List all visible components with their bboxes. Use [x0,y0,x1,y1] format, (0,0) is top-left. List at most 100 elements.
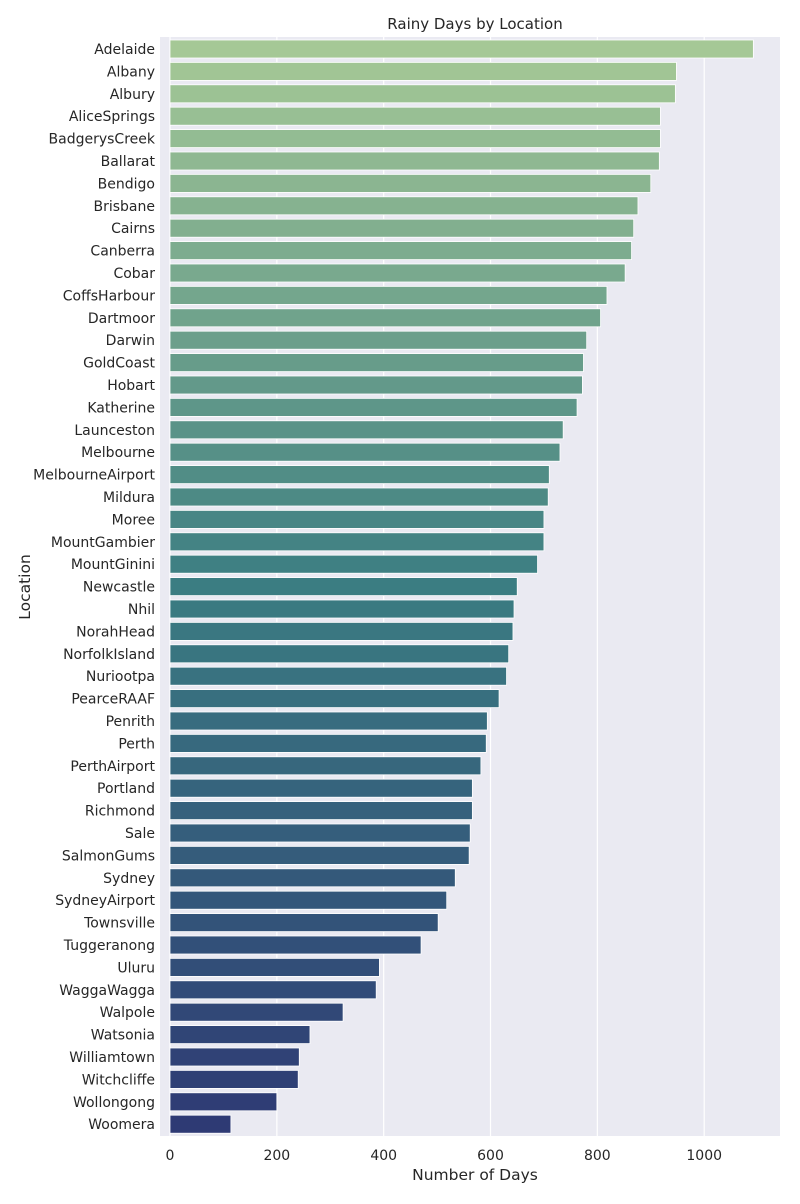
y-tick-label: Portland [97,781,155,797]
bar-sydneyairport [169,890,448,910]
y-tick-label: CoffsHarbour [63,288,155,304]
y-tick-label: Newcastle [83,580,155,596]
y-tick-label: PearceRAAF [71,692,155,708]
bar-adelaide [169,39,754,59]
bar-albany [169,62,677,81]
bar-melbourneairport [169,465,550,485]
y-tick-label: Ballarat [101,154,156,170]
y-tick-label: BadgerysCreek [49,132,156,148]
y-tick-label: Launceston [74,423,155,439]
bar-wollongong [169,1092,278,1112]
y-tick-label: Perth [118,736,155,752]
bar-witchcliffe [169,1070,299,1089]
x-tick-label: 400 [370,1148,397,1164]
bar-perth [169,734,487,753]
bar-woomera [169,1114,232,1134]
bar-walpole [169,1002,344,1022]
y-tick-label: Nuriootpa [86,669,155,685]
bar-sale [169,823,471,843]
x-tick-label: 600 [477,1148,504,1164]
bars [169,39,754,1134]
y-tick-label: Canberra [90,244,155,260]
y-tick-label: Melbourne [81,445,155,461]
y-tick-label: Darwin [106,333,155,349]
y-tick-label: MountGambier [51,535,155,551]
bar-pearceraaf [169,689,500,708]
y-tick-label: Nhil [128,602,155,618]
y-tick-label: Mildura [103,490,155,506]
chart-title: Rainy Days by Location [387,15,562,33]
y-tick-label: WaggaWagga [59,983,155,999]
bar-hobart [169,375,583,395]
bar-sydney [169,868,456,888]
y-tick-label: SydneyAirport [55,893,155,909]
y-tick-label: Hobart [107,378,155,394]
y-tick-label: Albany [107,64,155,80]
y-tick-label: Walpole [100,1005,155,1021]
y-tick-label: Bendigo [98,176,155,192]
bar-cairns [169,218,635,238]
bar-alicesprings [169,106,661,126]
bar-moree [169,509,545,529]
y-tick-label: Watsonia [91,1028,155,1044]
bar-newcastle [169,577,518,596]
y-tick-label: Katherine [87,400,155,416]
y-tick-label: NorahHead [76,624,155,640]
y-tick-label: Tuggeranong [63,938,155,954]
bar-darwin [169,330,588,350]
y-tick-label: Sydney [103,871,155,887]
bar-goldcoast [169,353,584,373]
bar-portland [169,778,473,798]
y-tick-label: Brisbane [94,199,156,215]
bar-ballarat [169,151,660,171]
x-tick-labels: 0 200 400 600 800 1000 [166,1148,722,1164]
bar-norfolkisland [169,644,510,664]
x-tick-label: 1000 [686,1148,722,1164]
x-tick-label: 200 [263,1148,290,1164]
bar-launceston [169,420,564,440]
bar-cobar [169,263,626,283]
bar-mildura [169,487,549,507]
y-tick-label: Williamtown [69,1050,155,1066]
bar-nhil [169,599,515,619]
bar-brisbane [169,196,639,216]
bar-nuriootpa [169,666,507,686]
y-tick-labels: Adelaide Albany Albury AliceSprings Badgerys… [33,42,156,1133]
y-tick-label: Richmond [85,804,155,820]
y-tick-label: Uluru [117,960,155,976]
bar-norahhead [169,622,514,641]
bar-dartmoor [169,308,601,328]
bar-watsonia [169,1025,311,1044]
bar-salmongums [169,846,470,865]
bar-penrith [169,711,488,731]
bar-williamtown [169,1047,300,1067]
bar-waggawagga [169,980,377,1000]
y-tick-label: Wollongong [73,1095,155,1111]
y-tick-label: SalmonGums [62,848,155,864]
bar-coffsharbour [169,285,608,305]
x-tick-label: 0 [166,1148,175,1164]
y-tick-label: Moree [112,512,155,528]
y-tick-label: Cobar [113,266,155,282]
y-tick-label: Townsville [83,916,155,932]
y-tick-label: MelbourneAirport [33,468,155,484]
bar-albury [169,84,676,104]
bar-melbourne [169,442,561,462]
bar-canberra [169,241,632,261]
y-tick-label: PerthAirport [70,759,155,775]
y-tick-label: GoldCoast [83,356,155,372]
bar-tuggeranong [169,935,422,955]
y-tick-label: Sale [125,826,155,842]
y-tick-label: Woomera [88,1117,155,1133]
bar-perthairport [169,756,482,776]
y-tick-label: Albury [110,87,155,103]
y-tick-label: Cairns [111,221,155,237]
bar-bendigo [169,173,652,193]
bar-richmond [169,801,473,820]
bar-mountginini [169,554,538,574]
x-axis-label: Number of Days [412,1166,538,1184]
y-tick-label: NorfolkIsland [63,647,155,663]
y-tick-label: AliceSprings [69,109,155,125]
y-tick-label: Witchcliffe [82,1072,155,1088]
